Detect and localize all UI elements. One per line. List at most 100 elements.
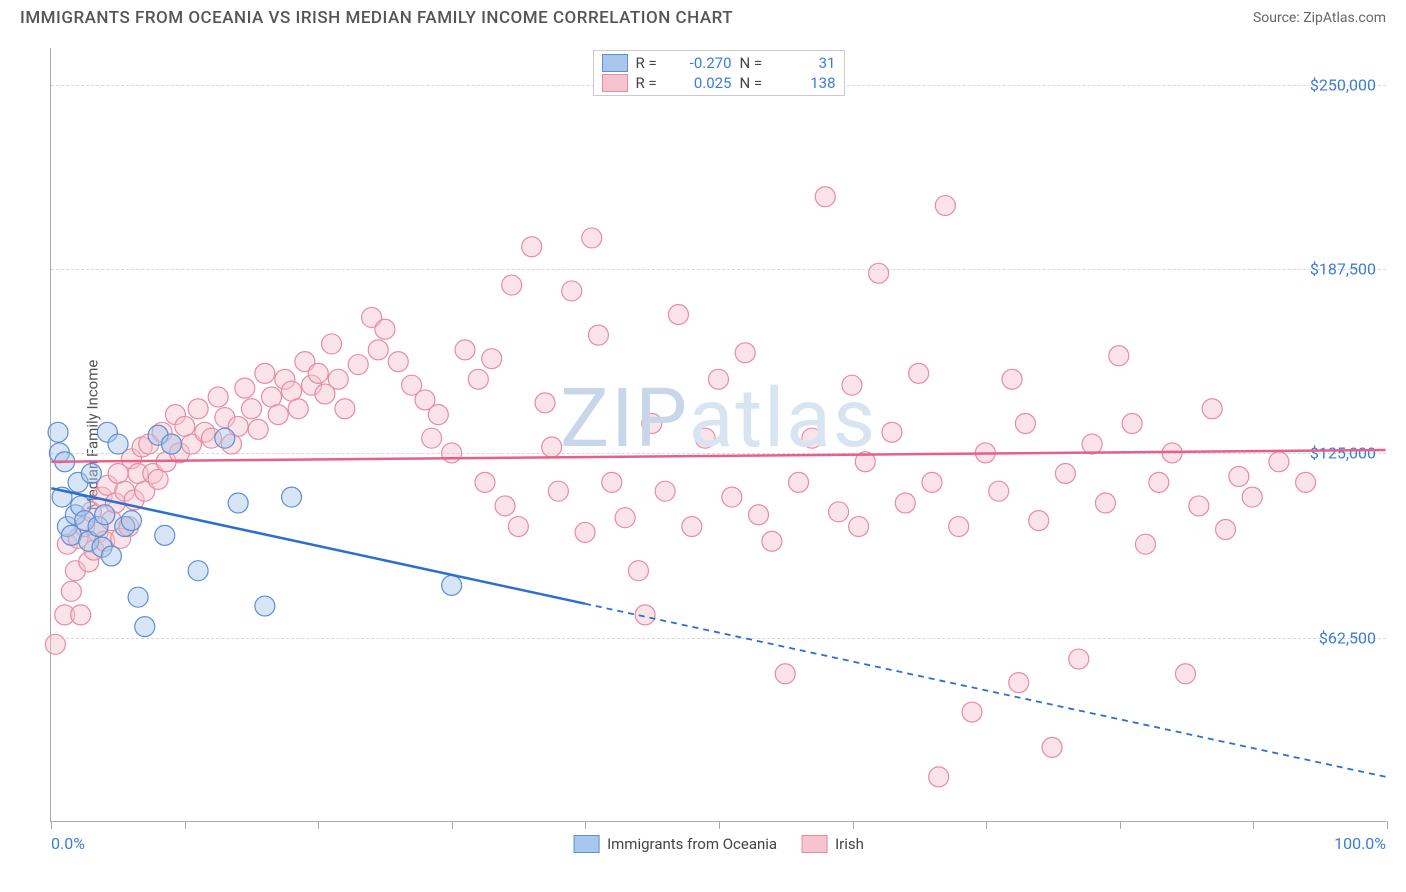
data-point — [282, 487, 302, 507]
data-point — [562, 281, 582, 301]
x-tick — [719, 821, 720, 829]
data-point — [442, 443, 462, 463]
legend-n-label: N = — [740, 74, 768, 92]
data-point — [468, 369, 488, 389]
data-point — [935, 196, 955, 216]
data-point — [308, 363, 328, 383]
data-point — [922, 472, 942, 492]
data-point — [895, 493, 915, 513]
data-point — [1135, 534, 1155, 554]
data-point — [188, 399, 208, 419]
data-point — [262, 387, 282, 407]
data-point — [455, 340, 475, 360]
trend-line — [51, 450, 1385, 462]
data-point — [588, 325, 608, 345]
data-point — [722, 487, 742, 507]
data-point — [121, 511, 141, 531]
correlation-legend-row: R =-0.270N =31 — [602, 53, 836, 73]
data-point — [1269, 452, 1289, 472]
source-prefix: Source: — [1253, 10, 1303, 26]
data-point — [1002, 369, 1022, 389]
data-point — [655, 481, 675, 501]
data-point — [615, 508, 635, 528]
x-tick — [452, 821, 453, 829]
data-point — [682, 517, 702, 537]
data-point — [508, 517, 528, 537]
data-point — [1229, 466, 1249, 486]
data-point — [642, 413, 662, 433]
data-point — [802, 428, 822, 448]
data-point — [909, 363, 929, 383]
data-point — [155, 525, 175, 545]
x-tick — [853, 821, 854, 829]
series-legend: Immigrants from OceaniaIrish — [573, 835, 864, 853]
data-point — [215, 428, 235, 448]
data-point — [228, 493, 248, 513]
data-point — [428, 405, 448, 425]
data-point — [668, 305, 688, 325]
data-point — [749, 505, 769, 525]
data-point — [869, 263, 889, 283]
data-point — [695, 428, 715, 448]
data-point — [849, 517, 869, 537]
data-point — [375, 319, 395, 339]
data-point — [1296, 472, 1316, 492]
data-point — [962, 702, 982, 722]
data-point — [929, 767, 949, 787]
data-point — [535, 393, 555, 413]
data-point — [135, 617, 155, 637]
x-axis-min-label: 0.0% — [51, 834, 85, 853]
data-point — [61, 581, 81, 601]
source-name: ZipAtlas.com — [1303, 10, 1386, 26]
x-tick — [986, 821, 987, 829]
data-point — [442, 575, 462, 595]
legend-swatch — [573, 835, 599, 853]
data-point — [542, 437, 562, 457]
data-point — [161, 434, 181, 454]
trend-line-extrapolated — [585, 604, 1386, 777]
data-point — [388, 352, 408, 372]
data-point — [1202, 399, 1222, 419]
correlation-legend-row: R =0.025N =138 — [602, 73, 836, 93]
legend-r-label: R = — [636, 54, 664, 72]
data-point — [348, 355, 368, 375]
x-tick — [1120, 821, 1121, 829]
data-point — [1042, 737, 1062, 757]
data-point — [602, 472, 622, 492]
series-legend-label: Immigrants from Oceania — [607, 835, 777, 853]
data-point — [475, 472, 495, 492]
data-point — [255, 596, 275, 616]
data-point — [422, 428, 442, 448]
data-point — [949, 517, 969, 537]
source-attribution: Source: ZipAtlas.com — [1253, 10, 1386, 26]
x-tick — [185, 821, 186, 829]
data-point — [368, 340, 388, 360]
data-point — [268, 405, 288, 425]
scatter-svg — [51, 48, 1386, 821]
data-point — [575, 522, 595, 542]
data-point — [48, 422, 68, 442]
data-point — [495, 496, 515, 516]
data-point — [45, 634, 65, 654]
data-point — [735, 343, 755, 363]
data-point — [482, 349, 502, 369]
data-point — [1069, 649, 1089, 669]
x-axis-max-label: 100.0% — [1334, 834, 1386, 853]
data-point — [628, 561, 648, 581]
data-point — [762, 531, 782, 551]
data-point — [1216, 519, 1236, 539]
data-point — [989, 481, 1009, 501]
data-point — [1015, 413, 1035, 433]
legend-swatch — [602, 54, 628, 72]
data-point — [128, 587, 148, 607]
data-point — [1242, 487, 1262, 507]
data-point — [1176, 664, 1196, 684]
data-point — [502, 275, 522, 295]
data-point — [282, 381, 302, 401]
legend-r-value: -0.270 — [672, 54, 732, 72]
data-point — [242, 399, 262, 419]
legend-swatch — [602, 74, 628, 92]
legend-r-label: R = — [636, 74, 664, 92]
data-point — [829, 502, 849, 522]
data-point — [522, 237, 542, 257]
